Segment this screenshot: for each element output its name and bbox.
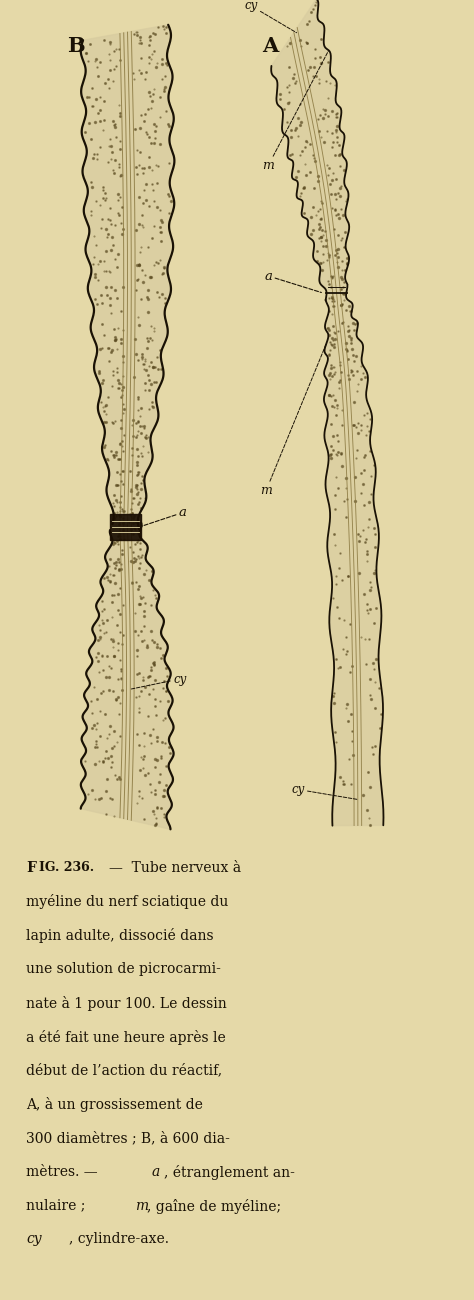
Text: nate à 1 pour 100. Le dessin: nate à 1 pour 100. Le dessin xyxy=(26,996,227,1011)
Text: cy: cy xyxy=(131,672,186,689)
Text: IG. 236.: IG. 236. xyxy=(39,861,94,874)
Text: nulaire ;: nulaire ; xyxy=(26,1199,90,1213)
Polygon shape xyxy=(271,0,349,300)
Polygon shape xyxy=(110,514,141,540)
Text: m: m xyxy=(262,51,328,172)
Polygon shape xyxy=(324,286,383,826)
Text: F: F xyxy=(26,861,36,875)
Text: A, à un grossissement de: A, à un grossissement de xyxy=(26,1097,203,1113)
Text: début de l’action du réactif,: début de l’action du réactif, xyxy=(26,1063,222,1078)
Text: mètres. —: mètres. — xyxy=(26,1165,102,1179)
Text: 300 diamètres ; B, à 600 dia-: 300 diamètres ; B, à 600 dia- xyxy=(26,1131,230,1145)
Text: a: a xyxy=(264,269,321,292)
Text: B: B xyxy=(67,35,85,56)
Text: , étranglement an-: , étranglement an- xyxy=(164,1165,294,1180)
Text: une solution de picrocarmi-: une solution de picrocarmi- xyxy=(26,962,221,976)
Text: cy: cy xyxy=(245,0,297,32)
Text: m: m xyxy=(260,343,327,497)
Text: —  Tube nerveux à: — Tube nerveux à xyxy=(109,861,241,875)
Text: A: A xyxy=(262,35,278,56)
Text: , gaîne de myéline;: , gaîne de myéline; xyxy=(147,1199,281,1214)
Text: m: m xyxy=(135,1199,148,1213)
Polygon shape xyxy=(81,523,173,829)
Text: myéline du nerf sciatique du: myéline du nerf sciatique du xyxy=(26,894,228,910)
Text: cy: cy xyxy=(26,1232,42,1247)
Text: lapin adulte, dissocié dans: lapin adulte, dissocié dans xyxy=(26,928,214,944)
Text: cy: cy xyxy=(292,783,358,800)
Text: a: a xyxy=(152,1165,160,1179)
Polygon shape xyxy=(81,25,174,529)
Text: a: a xyxy=(141,506,187,526)
Text: a été fait une heure après le: a été fait une heure après le xyxy=(26,1030,226,1045)
Text: , cylindre-axe.: , cylindre-axe. xyxy=(69,1232,169,1247)
